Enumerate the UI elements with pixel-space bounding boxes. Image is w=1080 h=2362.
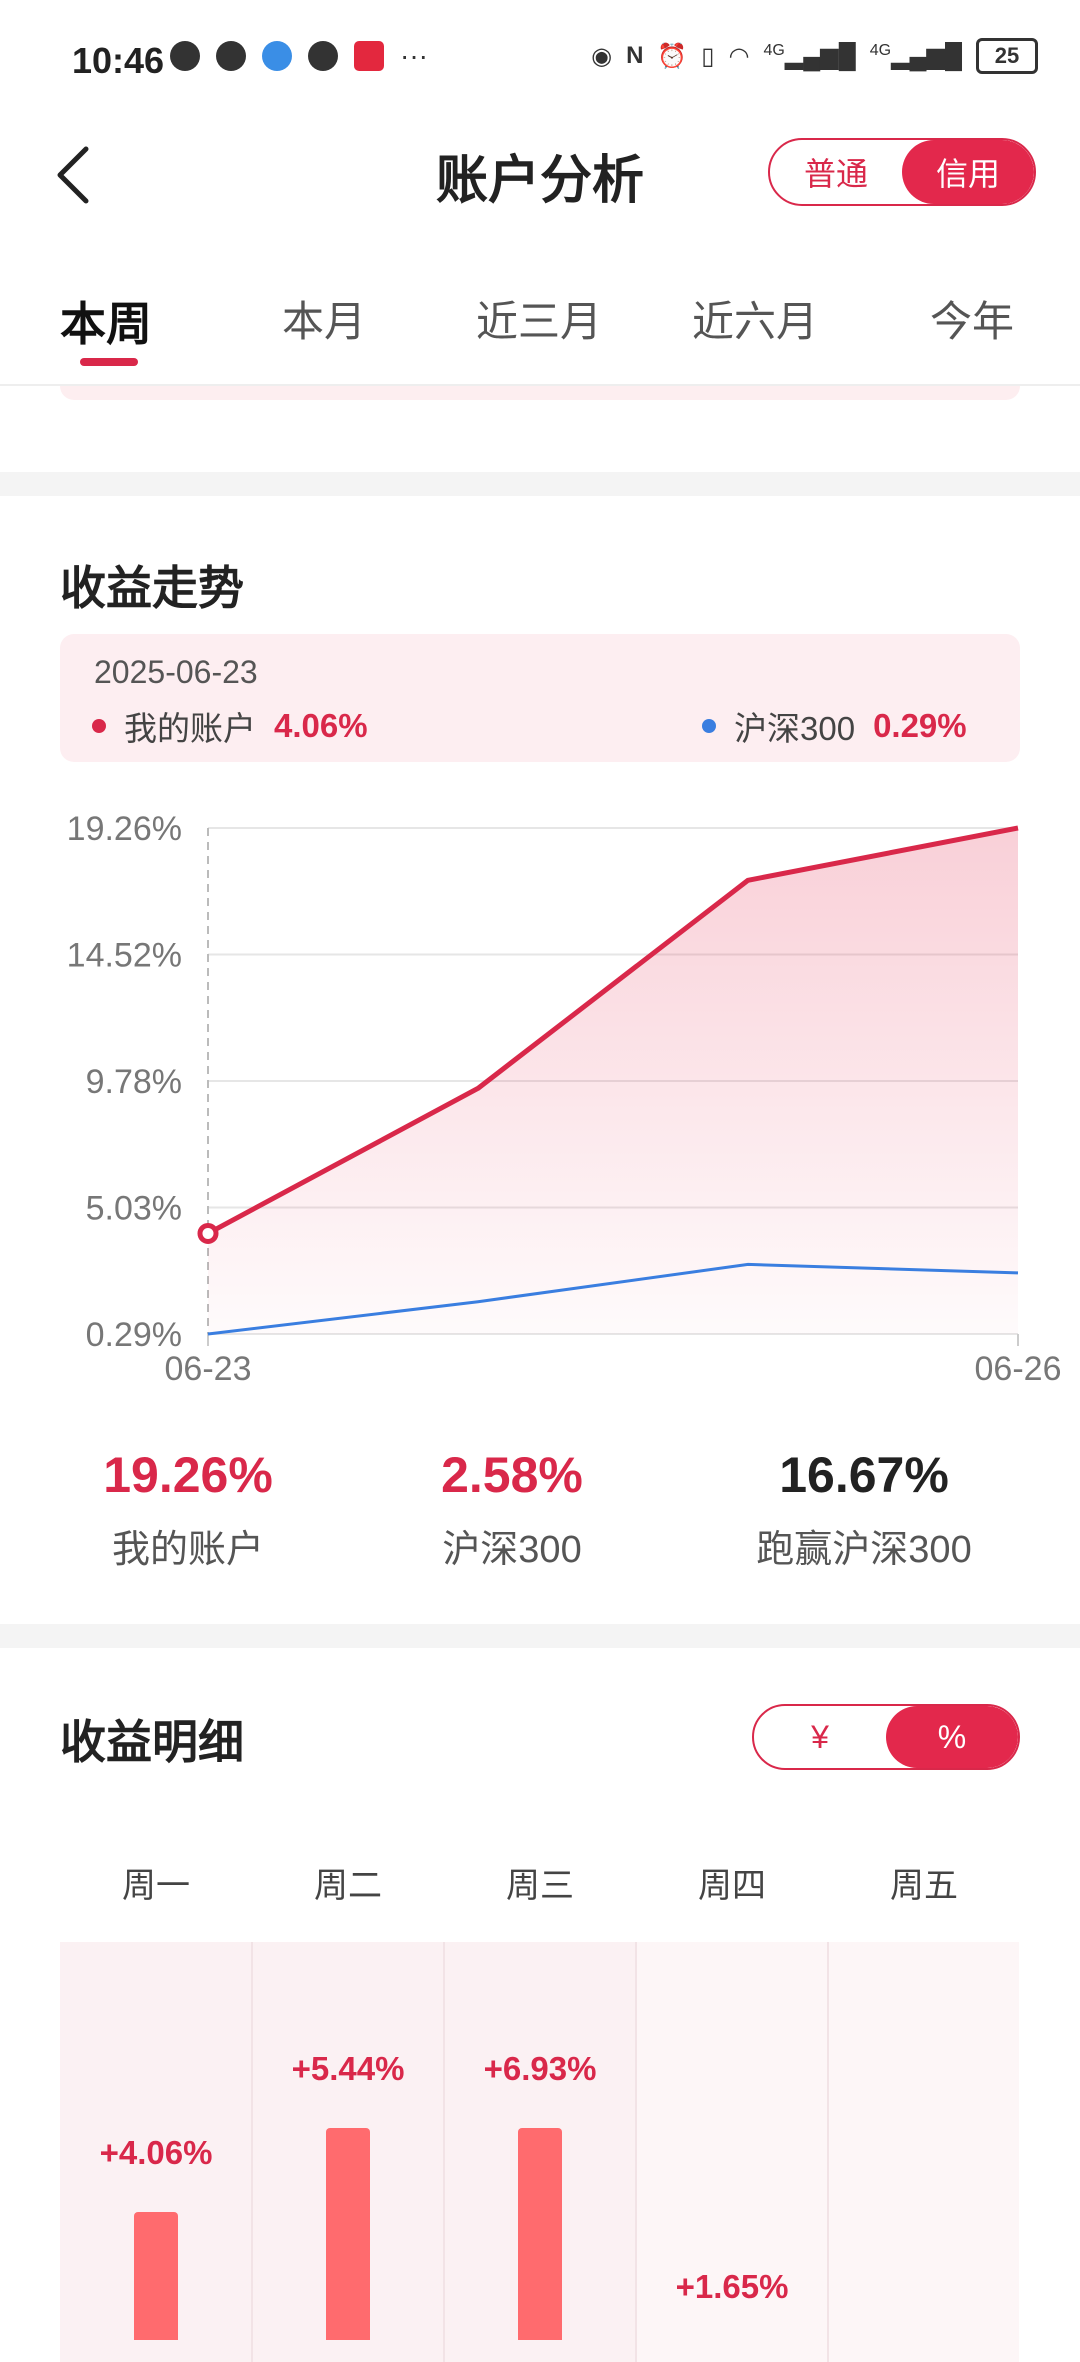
account-series-line — [206, 825, 1019, 1236]
day-value-label: +4.06% — [99, 2134, 213, 2171]
x-tick-label: 06-26 — [975, 1350, 1062, 1388]
tab-this-year[interactable]: 今年 — [930, 298, 1015, 345]
day-column-fri[interactable] — [828, 1942, 1019, 2362]
tab-this-week[interactable]: 本周 — [60, 298, 152, 350]
day-header-thu: 周四 — [698, 1867, 766, 1905]
mode-normal-option[interactable]: 普通 — [803, 156, 868, 192]
day-value-label: +5.44% — [291, 2050, 405, 2087]
alarm-icon: ⏰ — [657, 42, 688, 70]
nfc-icon: N — [626, 42, 644, 69]
period-tabs: 本周 本月 近三月 近六月 今年 — [0, 270, 1080, 380]
summary-index-value: 2.58% — [441, 1447, 583, 1503]
signal-2-icon: 4G▂▄▆█ — [869, 41, 962, 70]
x-tick-label: 06-23 — [165, 1350, 252, 1388]
status-bar: 10:46 ··· ◉ N ⏰ ▯ ◠ 4G▂▄▆█ 4G▂▄▆█ 25 — [0, 0, 1080, 120]
day-value-label: +1.65% — [675, 2268, 789, 2305]
column-divider — [635, 1942, 637, 2362]
column-divider — [443, 1942, 445, 2362]
unit-toggle[interactable]: ¥ % — [752, 1704, 1020, 1770]
y-tick-label: 14.52% — [67, 937, 182, 975]
account-mode-toggle[interactable]: 普通 信用 — [768, 138, 1036, 206]
section-divider — [0, 472, 1080, 496]
detail-section-title: 收益明细 — [60, 1716, 244, 1768]
missed-call-icon — [170, 41, 200, 71]
trend-section-title: 收益走势 — [60, 562, 244, 614]
selected-point-marker — [197, 1222, 219, 1244]
tooltip-account-entry: 我的账户 4.06% — [92, 702, 368, 750]
index-legend-dot — [702, 719, 716, 733]
more-notifications-icon: ··· — [400, 40, 428, 71]
tooltip-index-value: 0.29% — [873, 707, 967, 744]
active-tab-indicator — [80, 358, 138, 366]
page-title: 账户分析 — [435, 152, 644, 210]
summary-account-label: 我的账户 — [111, 1529, 264, 1571]
day-bar-2 — [518, 2128, 562, 2340]
battery-icon: 25 — [976, 38, 1038, 74]
status-time: 10:46 — [72, 40, 165, 81]
wechat-icon — [308, 41, 338, 71]
chart-tooltip — [60, 634, 1020, 762]
tooltip-account-label: 我的账户 — [124, 710, 256, 747]
day-header-tue: 周二 — [314, 1867, 382, 1905]
summary-outperform-value: 16.67% — [779, 1447, 949, 1503]
account-area-fill — [208, 828, 1018, 1334]
summary-account-value: 19.26% — [103, 1447, 273, 1503]
eye-icon: ◉ — [591, 42, 613, 70]
signal-1-icon: 4G▂▄▆█ — [763, 41, 856, 70]
tooltip-index-entry: 沪深300 0.29% — [702, 702, 967, 750]
system-icons: ◉ N ⏰ ▯ ◠ 4G▂▄▆█ 4G▂▄▆█ 25 — [591, 38, 1038, 74]
previous-card-edge — [60, 386, 1020, 400]
tooltip-account-value: 4.06% — [274, 707, 368, 744]
tab-six-months[interactable]: 近六月 — [692, 298, 819, 345]
notification-icons: ··· — [170, 40, 428, 72]
day-column-thu[interactable] — [636, 1942, 827, 2362]
index-series-line — [207, 1262, 1019, 1336]
tooltip-index-label: 沪深300 — [734, 710, 856, 747]
day-header-mon: 周一 — [122, 1867, 190, 1905]
day-value-label: +6.93% — [483, 2050, 597, 2087]
y-tick-label: 0.29% — [86, 1316, 182, 1354]
tabs-divider — [0, 384, 1080, 386]
day-header-wed: 周三 — [506, 1867, 574, 1905]
tab-this-month[interactable]: 本月 — [282, 298, 367, 345]
column-divider — [827, 1942, 829, 2362]
wifi-icon: ◠ — [728, 42, 750, 70]
account-legend-dot — [92, 719, 106, 733]
summary-outperform-label: 跑赢沪深300 — [756, 1529, 972, 1571]
y-tick-label: 9.78% — [86, 1063, 182, 1101]
tab-three-months[interactable]: 近三月 — [476, 298, 603, 345]
unit-yuan-option[interactable]: ¥ — [811, 1718, 829, 1755]
unit-percent-option[interactable]: % — [886, 1706, 1018, 1768]
y-tick-label: 5.03% — [86, 1190, 182, 1228]
app-notification-icon — [216, 41, 246, 71]
vibrate-icon: ▯ — [701, 42, 715, 70]
stock-app-icon — [354, 41, 384, 71]
back-arrow-icon[interactable] — [54, 145, 94, 205]
tooltip-date: 2025-06-23 — [94, 654, 258, 690]
y-tick-label: 19.26% — [67, 810, 182, 848]
day-bar-0 — [134, 2212, 178, 2340]
section-divider — [0, 1624, 1080, 1648]
column-divider — [251, 1942, 253, 2362]
summary-index-label: 沪深300 — [442, 1529, 582, 1571]
trend-chart[interactable]: 19.26% 14.52% 9.78% 5.03% 0.29%06-23 06-26 — [0, 790, 1080, 1390]
day-bar-1 — [326, 2128, 370, 2340]
mode-credit-option[interactable]: 信用 — [902, 140, 1034, 204]
browser-notification-icon — [262, 41, 292, 71]
day-header-fri: 周五 — [890, 1867, 958, 1905]
